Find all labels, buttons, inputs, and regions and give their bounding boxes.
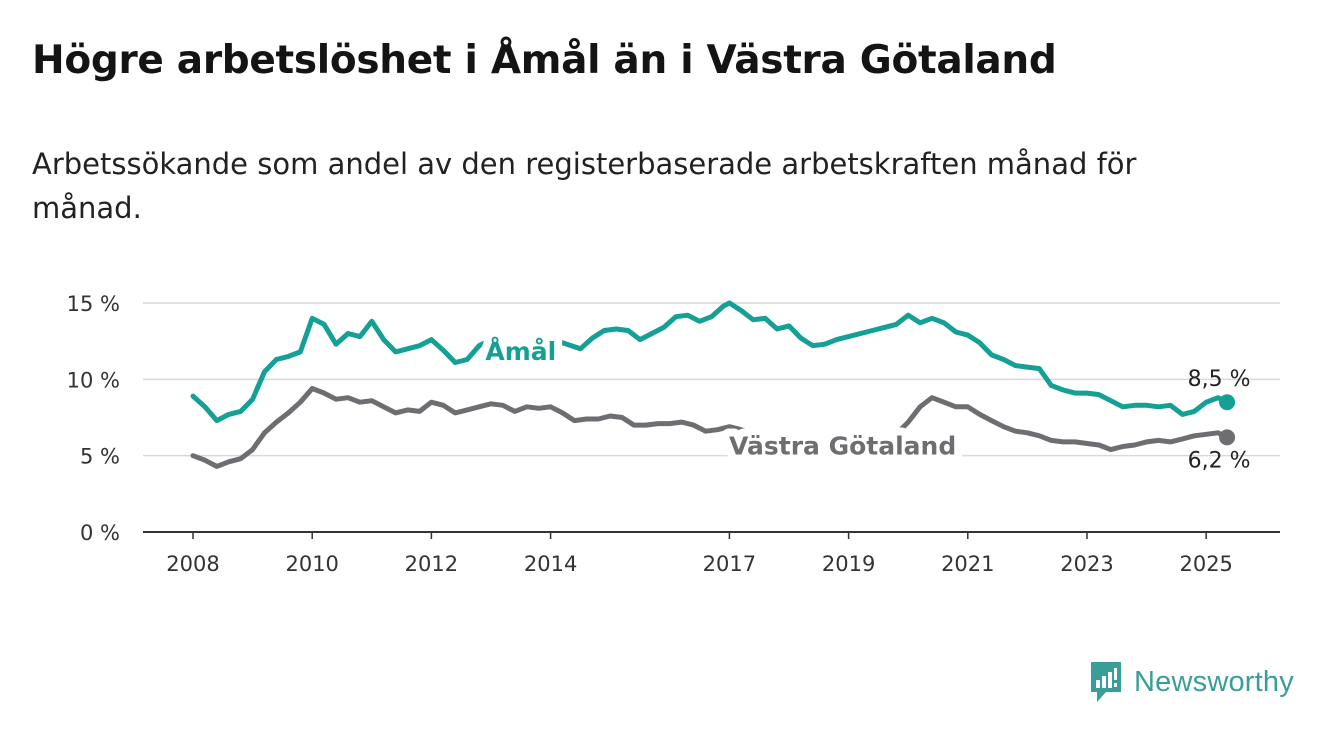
x-tick-label: 2014 [524,552,577,576]
y-tick-label: 5 % [80,445,120,469]
brand-name: Newsworthy [1134,665,1294,698]
series-end-label-amal: 8,5 % [1188,367,1251,392]
newsworthy-logo: Newsworthy [1088,660,1294,704]
x-tick-label: 2023 [1060,552,1113,576]
x-tick-label: 2021 [941,552,994,576]
x-tick-label: 2012 [405,552,458,576]
series-line-vastra-gotaland [190,386,1230,469]
grid-layer: 0 % 5 % 10 % 15 % 2008 2010 2012 2014 2017 2019 20… [67,292,1280,576]
y-tick-label: 10 % [67,368,120,392]
chart-subtitle: Arbetssökande som andel av den registerb… [32,147,1137,225]
series-line-amal [190,300,1230,424]
x-tick-label: 2008 [166,552,219,576]
series-end-dot-vastra-gotaland [1219,429,1236,446]
y-tick-label: 0 % [80,521,120,545]
newsworthy-chart-bubble-icon [1091,662,1121,702]
y-tick-label: 15 % [67,292,120,316]
x-tick-label: 2010 [285,552,338,576]
x-tick-label: 2017 [703,552,756,576]
x-tick-label: 2019 [822,552,875,576]
x-tick-label: 2025 [1179,552,1232,576]
chart-title: Högre arbetslöshet i Åmål än i Västra Gö… [32,38,1057,83]
series-layer [190,300,1236,469]
series-label-amal: Åmål [485,337,556,366]
series-end-label-vastra-gotaland: 6,2 % [1188,448,1251,473]
series-end-dot-amal [1219,394,1236,411]
series-label-vastra-gotaland: Västra Götaland [729,432,956,461]
